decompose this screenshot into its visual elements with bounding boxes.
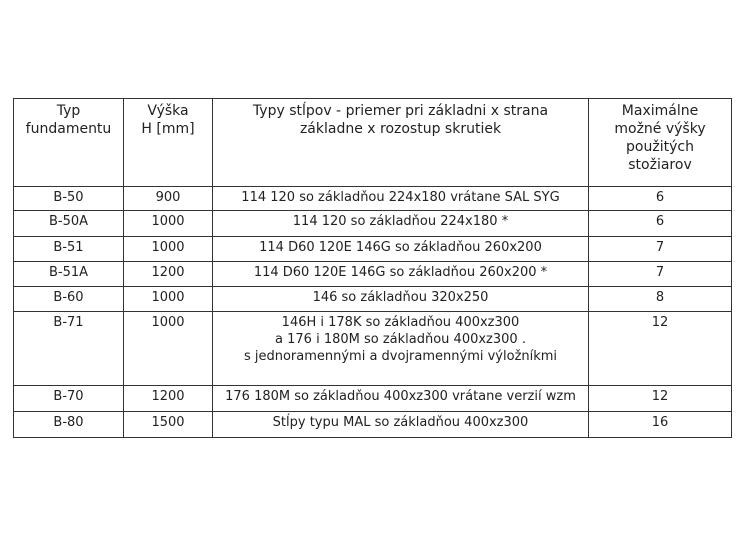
- table-cell: 8: [588, 286, 732, 312]
- table-cell: 12: [588, 385, 732, 412]
- data-row: B-60 1000 146 so základňou 320x250 8: [13, 286, 732, 312]
- data-row: B-51 1000 114 D60 120E 146G so základňou 2…: [13, 236, 732, 262]
- data-row: B-80 1500 Stĺpy typu MAL so základňou 400x…: [13, 411, 732, 438]
- cell-line: 6: [655, 190, 665, 205]
- foundation-table: Typ fundamentu Výška H [mm] Typy stĺpov - pr…: [13, 98, 732, 438]
- table-cell: B-71: [13, 311, 124, 386]
- cell-line: 1000: [151, 240, 185, 255]
- cell-line: 114 120 so základňou 224x180 vrátane SAL…: [241, 190, 560, 205]
- data-row: B-70 1200 176 180M so základňou 400xz300 v…: [13, 385, 732, 412]
- table-cell: 6: [588, 210, 732, 237]
- header-cell: Typ fundamentu: [13, 98, 124, 187]
- table-cell: 7: [588, 261, 732, 287]
- table-cell: 900: [123, 186, 213, 211]
- cell-line: B-50: [53, 190, 84, 205]
- table-cell: B-80: [13, 411, 124, 438]
- table-cell: Stĺpy typu MAL so základňou 400xz300: [212, 411, 589, 438]
- table-cell: B-50: [13, 186, 124, 211]
- cell-line: Maximálne: [621, 103, 699, 119]
- cell-line: stožiarov: [628, 157, 692, 173]
- cell-line: Výška: [147, 103, 189, 119]
- cell-line: 1000: [151, 214, 185, 229]
- table-cell: B-51A: [13, 261, 124, 287]
- table-cell: 146 so základňou 320x250: [212, 286, 589, 312]
- table-cell: 1000: [123, 286, 213, 312]
- cell-line: 1500: [151, 415, 185, 430]
- cell-line: 8: [655, 290, 665, 305]
- cell-line: B-71: [53, 315, 84, 330]
- data-row: B-71 1000 146H i 178K so základňou 400xz30…: [13, 311, 732, 386]
- table-cell: 114 D60 120E 146G so základňou 260x200 *: [212, 261, 589, 287]
- table-cell: 6: [588, 186, 732, 211]
- cell-line: 114 D60 120E 146G so základňou 260x200: [259, 240, 542, 255]
- header-cell: Maximálne možné výšky použitých stožiarov: [588, 98, 732, 187]
- data-row: B-51A 1200 114 D60 120E 146G so základňou …: [13, 261, 732, 287]
- table-cell: 12: [588, 311, 732, 386]
- table-cell: 1000: [123, 311, 213, 386]
- cell-line: 1000: [151, 315, 185, 330]
- table-cell: 1000: [123, 210, 213, 237]
- table-cell: 1000: [123, 236, 213, 262]
- table-body: Typ fundamentu Výška H [mm] Typy stĺpov - pr…: [13, 98, 732, 438]
- table-cell: 114 120 so základňou 224x180 *: [212, 210, 589, 237]
- table-cell: B-70: [13, 385, 124, 412]
- header-row: Typ fundamentu Výška H [mm] Typy stĺpov - pr…: [13, 98, 732, 187]
- cell-line: 900: [155, 190, 181, 205]
- cell-line: B-70: [53, 389, 84, 404]
- cell-line: 6: [655, 214, 665, 229]
- table-cell: 114 120 so základňou 224x180 vrátane SAL…: [212, 186, 589, 211]
- table-cell: B-60: [13, 286, 124, 312]
- table-cell: 7: [588, 236, 732, 262]
- header-cell: Výška H [mm]: [123, 98, 213, 187]
- cell-line: s jednoramennými a dvojramennými výložní…: [243, 349, 558, 364]
- table-cell: 1200: [123, 261, 213, 287]
- table-cell: 114 D60 120E 146G so základňou 260x200: [212, 236, 589, 262]
- cell-line: 16: [651, 415, 669, 430]
- table-cell: 146H i 178K so základňou 400xz300 a 176 i…: [212, 311, 589, 386]
- table-cell: B-51: [13, 236, 124, 262]
- cell-line: 1200: [151, 389, 185, 404]
- cell-line: B-60: [53, 290, 84, 305]
- cell-line: možné výšky: [614, 121, 706, 137]
- cell-line: 12: [651, 315, 669, 330]
- cell-line: B-80: [53, 415, 84, 430]
- cell-line: fundamentu: [25, 121, 112, 137]
- header-cell: Typy stĺpov - priemer pri základni x str…: [212, 98, 589, 187]
- cell-line: Stĺpy typu MAL so základňou 400xz300: [272, 415, 529, 430]
- cell-line: 146H i 178K so základňou 400xz300: [281, 315, 520, 330]
- cell-line: základne x rozostup skrutiek: [299, 121, 502, 137]
- table-cell: 1500: [123, 411, 213, 438]
- cell-line: použitých: [626, 139, 694, 155]
- cell-line: 1000: [151, 290, 185, 305]
- cell-line: B-51: [53, 240, 84, 255]
- cell-line: 114 D60 120E 146G so základňou 260x200 *: [253, 265, 548, 280]
- cell-line: B-51A: [48, 265, 89, 280]
- cell-line: a 176 i 180M so základňou 400xz300 .: [275, 332, 526, 347]
- table-cell: 1200: [123, 385, 213, 412]
- cell-line: 114 120 so základňou 224x180 *: [292, 214, 509, 229]
- cell-line: B-50A: [48, 214, 89, 229]
- data-row: B-50A 1000 114 120 so základňou 224x180 * 6: [13, 210, 732, 237]
- cell-line: 7: [655, 240, 665, 255]
- cell-line: H [mm]: [141, 121, 195, 137]
- cell-line: 146 so základňou 320x250: [312, 290, 489, 305]
- table-cell: 176 180M so základňou 400xz300 vrátane v…: [212, 385, 589, 412]
- cell-line: 176 180M so základňou 400xz300 vrátane v…: [225, 389, 576, 404]
- data-row: B-50 900 114 120 so základňou 224x180 vrát…: [13, 186, 732, 211]
- cell-line: 1200: [151, 265, 185, 280]
- cell-line: Typy stĺpov - priemer pri základni x str…: [252, 103, 549, 119]
- cell-line: 7: [655, 265, 665, 280]
- cell-line: 12: [651, 389, 669, 404]
- table-cell: B-50A: [13, 210, 124, 237]
- cell-line: Typ: [56, 103, 81, 119]
- table-cell: 16: [588, 411, 732, 438]
